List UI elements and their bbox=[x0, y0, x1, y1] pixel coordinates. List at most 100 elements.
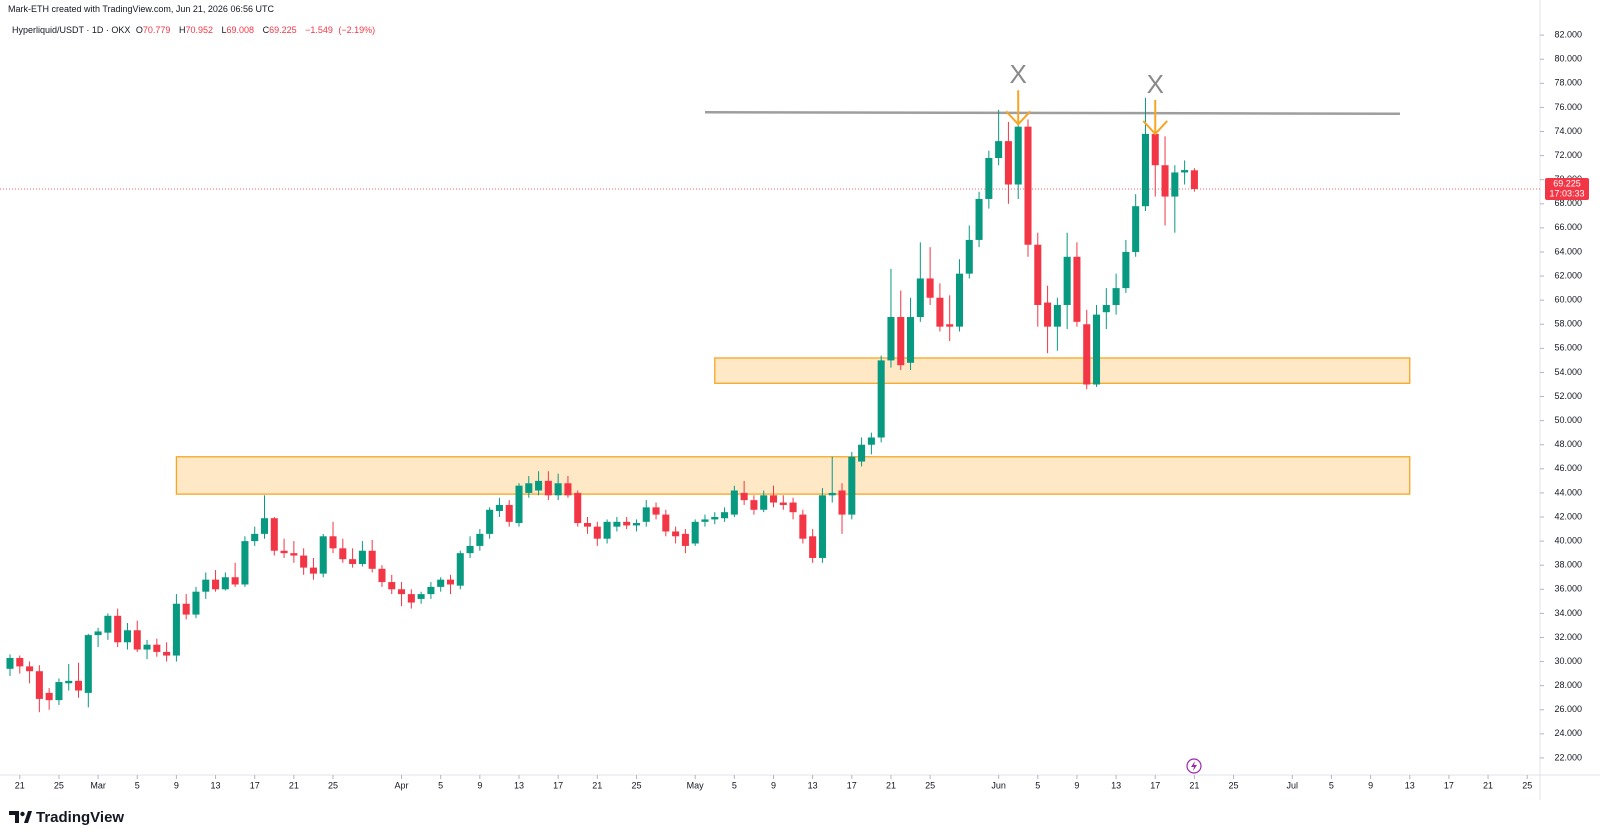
candle-body bbox=[1092, 314, 1101, 385]
y-tick-label: 52.000 bbox=[1554, 391, 1582, 401]
candle-body bbox=[133, 630, 141, 650]
change: −1.549 bbox=[305, 25, 333, 35]
candle-body bbox=[672, 531, 680, 537]
candle-body bbox=[632, 523, 640, 526]
candle-body bbox=[593, 526, 601, 539]
candle-body bbox=[143, 644, 151, 650]
x-tick-label: 5 bbox=[1329, 780, 1334, 790]
y-tick-label: 46.000 bbox=[1554, 463, 1582, 473]
candle-body bbox=[946, 324, 954, 327]
candle-body bbox=[309, 567, 317, 574]
y-tick-label: 30.000 bbox=[1554, 656, 1582, 666]
y-tick-label: 26.000 bbox=[1554, 704, 1582, 714]
x-tick-label: 13 bbox=[808, 780, 818, 790]
x-tick-label: Jul bbox=[1287, 780, 1299, 790]
candle-body bbox=[45, 692, 53, 701]
credit: Mark-ETH created with TradingView.com, J… bbox=[8, 4, 274, 14]
candle-body bbox=[613, 521, 621, 527]
x-tick-label: 21 bbox=[886, 780, 896, 790]
event-icon-bolt bbox=[1191, 761, 1197, 771]
candle-body bbox=[789, 502, 797, 513]
candle-body bbox=[35, 671, 43, 699]
ohlc-value: 70.952 bbox=[185, 25, 213, 35]
y-tick-label: 54.000 bbox=[1554, 367, 1582, 377]
candle-body bbox=[1073, 256, 1081, 322]
y-tick-label: 80.000 bbox=[1554, 54, 1582, 64]
x-tick-label: 17 bbox=[250, 780, 260, 790]
candle-body bbox=[192, 591, 200, 615]
candle-body bbox=[828, 492, 836, 496]
x-tick-label: 9 bbox=[477, 780, 482, 790]
candle-body bbox=[358, 550, 366, 564]
candle-body bbox=[583, 523, 592, 527]
candle-body bbox=[1083, 324, 1091, 385]
candle-body bbox=[711, 517, 719, 520]
candle-body bbox=[319, 536, 327, 574]
candle-body bbox=[721, 512, 729, 519]
x-tick-label: 9 bbox=[174, 780, 179, 790]
ohlc: O70.779 bbox=[136, 25, 174, 35]
x-tick-label: 25 bbox=[54, 780, 64, 790]
x-tick-label: 21 bbox=[1483, 780, 1493, 790]
ohlc: H70.952 bbox=[179, 25, 216, 35]
candle-body bbox=[398, 589, 406, 595]
x-tick-label: 25 bbox=[328, 780, 338, 790]
candle-body bbox=[1141, 133, 1149, 207]
candle-body bbox=[114, 615, 122, 643]
candle-body bbox=[280, 550, 288, 554]
candle-body bbox=[349, 559, 357, 564]
y-tick-label: 76.000 bbox=[1554, 102, 1582, 112]
y-tick-label: 28.000 bbox=[1554, 680, 1582, 690]
candle-body bbox=[270, 518, 278, 551]
y-tick-label: 74.000 bbox=[1554, 126, 1582, 136]
candle-body bbox=[809, 536, 817, 558]
candle-body bbox=[897, 317, 905, 366]
zone bbox=[714, 357, 1411, 384]
x-tick-label: 5 bbox=[135, 780, 140, 790]
price-tag-value: 69.225 bbox=[1553, 178, 1581, 188]
ohlc-value: 70.779 bbox=[142, 25, 171, 35]
y-tick-label: 50.000 bbox=[1554, 415, 1582, 425]
candle-body bbox=[221, 577, 229, 590]
candle-body bbox=[231, 577, 239, 585]
candle-body bbox=[1171, 172, 1179, 197]
candle-body bbox=[838, 490, 846, 515]
candle-body bbox=[564, 483, 572, 496]
candle-body bbox=[339, 548, 347, 560]
ohlc-value: 69.225 bbox=[269, 25, 297, 35]
candle-body bbox=[486, 509, 494, 534]
candle-body bbox=[574, 492, 582, 524]
y-tick-label: 72.000 bbox=[1554, 150, 1582, 160]
candle-body bbox=[1044, 302, 1052, 327]
candle-body bbox=[995, 141, 1003, 158]
candle-body bbox=[202, 579, 210, 592]
event-icon[interactable] bbox=[1186, 758, 1202, 774]
candle-body bbox=[1063, 256, 1071, 305]
candle-body bbox=[417, 594, 425, 599]
candle-body bbox=[427, 586, 435, 595]
y-tick-label: 64.000 bbox=[1554, 246, 1582, 256]
candle-body bbox=[495, 504, 503, 511]
x-tick-label: 13 bbox=[1111, 780, 1121, 790]
x-tick-label: Mar bbox=[90, 780, 106, 790]
candle-body bbox=[652, 507, 660, 515]
x-tick-label: 13 bbox=[514, 780, 524, 790]
candle-body bbox=[368, 550, 376, 569]
x-tick-label: 13 bbox=[211, 780, 221, 790]
candle-body bbox=[446, 579, 455, 585]
candle-body bbox=[123, 630, 131, 643]
marker-label: X bbox=[1010, 59, 1027, 89]
candle-body bbox=[1122, 251, 1130, 289]
symbol: Hyperliquid/USDT · 1D · OKX bbox=[12, 25, 131, 35]
x-tick-label: 17 bbox=[1150, 780, 1160, 790]
x-tick-label: 9 bbox=[1368, 780, 1373, 790]
candle-body bbox=[182, 603, 190, 615]
x-tick-label: May bbox=[687, 780, 705, 790]
y-tick-label: 22.000 bbox=[1554, 752, 1582, 762]
y-tick-label: 78.000 bbox=[1554, 78, 1582, 88]
candle-body bbox=[818, 495, 826, 558]
candle-body bbox=[848, 456, 856, 515]
marker-arrow-head bbox=[1142, 120, 1168, 136]
ohlc-value: 69.008 bbox=[226, 25, 255, 35]
